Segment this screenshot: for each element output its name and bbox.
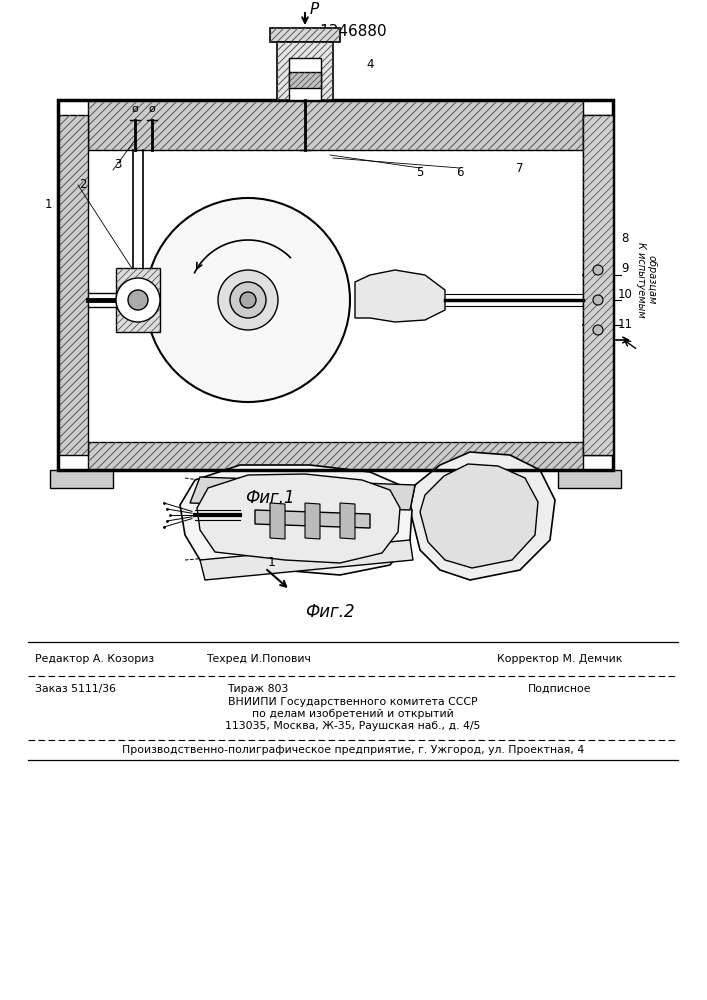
Circle shape (230, 282, 266, 318)
Polygon shape (277, 42, 333, 100)
Text: 2: 2 (79, 178, 87, 192)
Text: 9: 9 (621, 261, 629, 274)
Polygon shape (289, 58, 321, 100)
Bar (116, 268, 160, 332)
Polygon shape (583, 115, 613, 455)
Polygon shape (190, 477, 415, 510)
Bar (583, 115, 613, 455)
Text: Заказ 5111/36: Заказ 5111/36 (35, 684, 116, 694)
Circle shape (593, 265, 603, 275)
Polygon shape (88, 100, 583, 150)
Polygon shape (197, 474, 400, 563)
Text: 3: 3 (115, 158, 122, 172)
Text: 1346880: 1346880 (319, 24, 387, 39)
Text: 10: 10 (617, 288, 633, 302)
Text: P: P (310, 2, 320, 17)
Text: К испытуемым: К испытуемым (636, 242, 646, 318)
Polygon shape (305, 503, 320, 539)
Text: Корректор М. Демчик: Корректор М. Демчик (497, 654, 623, 664)
Text: 1: 1 (268, 556, 276, 568)
Circle shape (146, 198, 350, 402)
Text: по делам изобретений и открытий: по делам изобретений и открытий (252, 709, 454, 719)
Text: Редактор А. Козориз: Редактор А. Козориз (35, 654, 154, 664)
Polygon shape (180, 465, 412, 575)
Circle shape (128, 290, 148, 310)
Polygon shape (558, 470, 621, 488)
Polygon shape (289, 72, 321, 88)
Text: 4: 4 (366, 58, 374, 72)
Bar (583, 115, 613, 455)
Text: 8: 8 (621, 232, 629, 244)
Polygon shape (410, 452, 555, 580)
Text: 11: 11 (617, 318, 633, 332)
Bar (58, 115, 88, 455)
Polygon shape (355, 270, 445, 322)
Bar (270, 28, 340, 42)
Polygon shape (420, 464, 538, 568)
Polygon shape (583, 115, 613, 455)
Text: 113035, Москва, Ж-35, Раушская наб., д. 4/5: 113035, Москва, Ж-35, Раушская наб., д. … (226, 721, 481, 731)
Circle shape (593, 325, 603, 335)
Circle shape (218, 270, 278, 330)
Polygon shape (50, 470, 113, 488)
Text: Фиг.2: Фиг.2 (305, 603, 355, 621)
Text: Фиг.1: Фиг.1 (245, 489, 295, 507)
Text: ø: ø (148, 104, 156, 114)
Polygon shape (88, 442, 583, 470)
Text: образцам: образцам (647, 255, 657, 305)
Polygon shape (116, 268, 160, 332)
Circle shape (593, 295, 603, 305)
Circle shape (240, 292, 256, 308)
Text: Тираж 803: Тираж 803 (228, 684, 288, 694)
Polygon shape (270, 503, 285, 539)
Text: ø: ø (132, 104, 139, 114)
Polygon shape (58, 115, 88, 455)
Text: Техред И.Попович: Техред И.Попович (206, 654, 310, 664)
Text: 7: 7 (516, 161, 524, 174)
Polygon shape (200, 540, 413, 580)
Text: Производственно-полиграфическое предприятие, г. Ужгород, ул. Проектная, 4: Производственно-полиграфическое предприя… (122, 745, 584, 755)
Text: 1: 1 (45, 198, 52, 212)
Bar (88, 442, 583, 470)
Polygon shape (255, 510, 370, 528)
Text: 5: 5 (416, 165, 423, 178)
Polygon shape (340, 503, 355, 539)
Bar (88, 100, 583, 150)
Text: ВНИИПИ Государственного комитета СССР: ВНИИПИ Государственного комитета СССР (228, 697, 478, 707)
Circle shape (116, 278, 160, 322)
Text: 6: 6 (456, 165, 464, 178)
Polygon shape (270, 28, 340, 42)
Bar (277, 42, 333, 100)
Bar (289, 72, 321, 88)
Text: Подписное: Подписное (528, 684, 592, 694)
